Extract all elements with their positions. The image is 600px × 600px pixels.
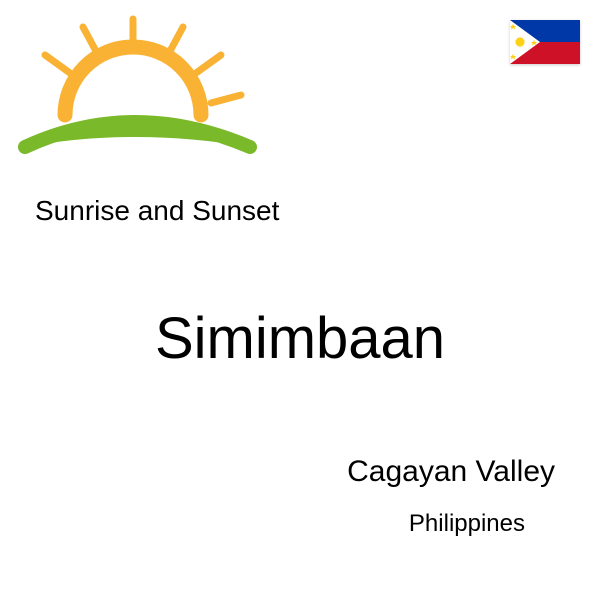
sunrise-logo-svg [15,15,265,175]
country-text: Philippines [409,510,525,538]
subtitle-text: Sunrise and Sunset [35,195,279,227]
sunrise-logo [15,15,265,175]
flag-svg [510,20,580,64]
location-title: Simimbaan [0,305,600,372]
philippines-flag-icon [510,20,580,64]
region-text: Cagayan Valley [347,455,555,489]
